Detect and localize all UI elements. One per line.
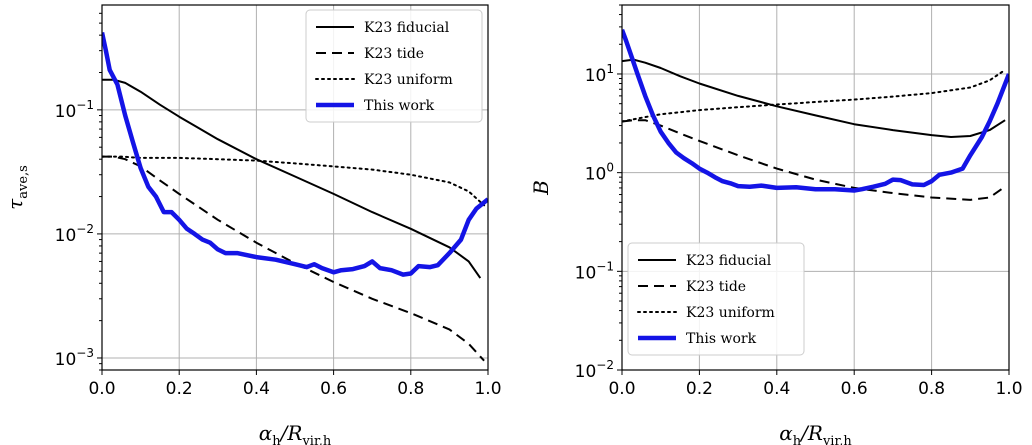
y-tick-label: 10−1: [55, 98, 94, 122]
x-tick-label: 1.0: [474, 379, 501, 399]
x-tick-label: 0.2: [686, 379, 713, 399]
y-axis-label: B: [529, 180, 553, 196]
y-tick-label: 100: [585, 161, 614, 185]
series-line-k23-uniform: [622, 68, 1007, 123]
series-line-this-work: [622, 29, 1009, 193]
series-line-k23-uniform: [102, 155, 486, 207]
legend-label: K23 fiducial: [364, 20, 450, 36]
legend-box: [627, 242, 805, 356]
legend-label: K23 tide: [364, 46, 424, 62]
x-tick-label: 0.8: [397, 379, 424, 399]
plot-frame: [621, 4, 1010, 371]
chart-panel-1: 0.0 0.2 0.4 0.6 0.8 1.0 10−3 10−2 10−1 αh/Rvir,h τ…: [3, 4, 502, 445]
x-tick-label: 0.0: [88, 379, 115, 399]
y-tick-label: 10−2: [575, 358, 614, 382]
x-tick-label: 1.0: [995, 379, 1022, 399]
legend-box: [305, 9, 483, 123]
legend-label: K23 uniform: [686, 305, 775, 321]
chart-panel-2: 0.0 0.2 0.4 0.6 0.8 1.0 10−2 10−1 100 101 αh/Rvir,…: [529, 4, 1023, 445]
y-tick-label: 10−1: [575, 259, 614, 283]
x-tick-label: 0.6: [841, 379, 868, 399]
x-axis-label: αh/Rvir,h: [779, 421, 852, 445]
x-tick-label: 0.0: [608, 379, 635, 399]
legend-label: K23 fiducial: [686, 253, 772, 269]
legend: K23 fiducial K23 tide K23 uniform This work: [627, 242, 805, 356]
series-line-k23-fiducial: [622, 58, 1006, 138]
series-line-this-work: [102, 32, 488, 277]
y-axis-label: τave,s: [3, 165, 31, 210]
legend: K23 fiducial K23 tide K23 uniform This work: [305, 9, 483, 123]
legend-label: K23 uniform: [364, 72, 453, 88]
x-tick-label: 0.4: [243, 379, 270, 399]
series-group: [622, 29, 1009, 201]
x-tick-label: 0.6: [320, 379, 347, 399]
x-axis-label: αh/Rvir,h: [259, 421, 332, 445]
plot-frame: [101, 4, 489, 371]
y-tick-label: 101: [585, 62, 614, 86]
series-line-k23-tide: [102, 155, 485, 362]
series-group: [102, 32, 488, 362]
series-line-k23-fiducial: [102, 78, 482, 279]
series-line-k23-tide: [622, 119, 1006, 201]
legend-label: This work: [686, 331, 757, 347]
y-tick-label: 10−2: [55, 222, 94, 246]
legend-label: K23 tide: [686, 279, 746, 295]
legend-label: This work: [364, 98, 435, 114]
x-tick-label: 0.4: [763, 379, 790, 399]
x-tick-label: 0.8: [918, 379, 945, 399]
x-tick-label: 0.2: [166, 379, 193, 399]
y-tick-label: 10−3: [55, 346, 94, 370]
